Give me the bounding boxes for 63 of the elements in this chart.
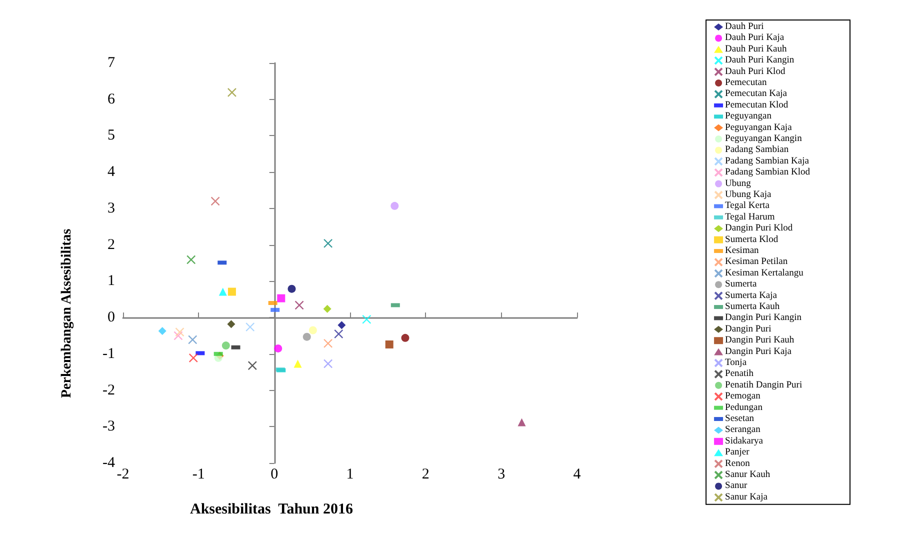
legend-label: Penatih bbox=[725, 369, 754, 380]
legend-label: Dauh Puri Kangin bbox=[725, 56, 794, 66]
legend-label: Kesiman bbox=[725, 246, 760, 256]
legend-label: Dangin Puri Kangin bbox=[725, 313, 802, 324]
y-tick-label: -3 bbox=[102, 418, 115, 435]
y-tick-label: 3 bbox=[108, 200, 115, 216]
legend-label: Sesetan bbox=[725, 414, 754, 424]
legend-label: Pedungan bbox=[725, 402, 763, 413]
legend-label: Sumerta Kaja bbox=[725, 290, 778, 301]
legend-label: Dangin Puri bbox=[725, 324, 772, 334]
legend-label: Sanur Kaja bbox=[725, 492, 768, 502]
x-tick-label: 4 bbox=[573, 466, 582, 482]
x-axis-title: Aksesibilitas Tahun 2016 bbox=[190, 502, 354, 518]
legend-label: Dangin Puri Kauh bbox=[725, 336, 794, 346]
legend-label: Dauh Puri Kauh bbox=[725, 44, 788, 54]
legend-label: Sidakarya bbox=[725, 436, 764, 446]
legend-label: Kesiman Petilan bbox=[725, 257, 788, 268]
y-tick-label: 2 bbox=[108, 236, 115, 253]
legend-label: Pemecutan bbox=[725, 78, 767, 88]
y-axis-title: Perkembangan Aksesibilitas bbox=[60, 228, 74, 398]
x-tick-label: 0 bbox=[270, 466, 278, 482]
legend-label: Kesiman Kertalangu bbox=[725, 268, 804, 278]
legend-label: Pemogan bbox=[725, 392, 761, 402]
legend-label: Sumerta bbox=[725, 280, 758, 290]
legend-label: Dauh Puri Klod bbox=[725, 66, 786, 77]
legend-label: Ubung Kaja bbox=[725, 190, 772, 200]
y-tick-label: 4 bbox=[108, 164, 116, 180]
legend-label: Pemecutan Klod bbox=[725, 100, 788, 110]
legend-label: Penatih Dangin Puri bbox=[725, 380, 802, 390]
legend-label: Padang Sambian Klod bbox=[725, 168, 810, 178]
legend-label: Peguyangan Kangin bbox=[725, 134, 802, 144]
legend-label: Renon bbox=[725, 458, 750, 469]
legend-label: Panjer bbox=[725, 448, 750, 458]
y-tick-label: 6 bbox=[108, 91, 116, 108]
legend-label: Sanur bbox=[725, 481, 748, 492]
y-tick-label: 1 bbox=[108, 273, 115, 290]
x-tick-label: 3 bbox=[498, 466, 506, 482]
legend-label: Dangin Puri Klod bbox=[725, 224, 793, 234]
y-tick-label: -2 bbox=[102, 382, 115, 398]
legend-label: Dauh Puri Kaja bbox=[725, 33, 785, 44]
legend-label: Tegal Kerta bbox=[725, 201, 770, 212]
legend-label: Serangan bbox=[725, 425, 761, 436]
legend-label: Tegal Harum bbox=[725, 212, 776, 222]
x-tick-label: 2 bbox=[422, 466, 430, 482]
legend-label: Dangin Puri Kaja bbox=[725, 346, 792, 357]
legend-label: Ubung bbox=[725, 178, 752, 189]
legend-label: Sanur Kauh bbox=[725, 470, 770, 480]
x-tick-label: -1 bbox=[192, 466, 205, 482]
legend-label: Peguyangan Kaja bbox=[725, 122, 793, 133]
y-tick-label: 7 bbox=[108, 55, 116, 71]
legend-label: Peguyangan bbox=[725, 112, 772, 122]
legend-label: Padang Sambian bbox=[725, 145, 789, 156]
legend-label: Padang Sambian Kaja bbox=[725, 156, 810, 166]
legend-label: Sumerta Klod bbox=[725, 234, 778, 245]
legend-label: Dauh Puri bbox=[725, 22, 764, 32]
y-tick-label: 0 bbox=[108, 310, 115, 326]
legend-label: Pemecutan Kaja bbox=[725, 89, 788, 100]
y-tick-label: -4 bbox=[102, 455, 116, 471]
y-tick-label: 5 bbox=[108, 128, 115, 144]
legend-label: Sumerta Kauh bbox=[725, 302, 780, 312]
x-tick-label: 1 bbox=[346, 466, 354, 482]
y-tick-label: -1 bbox=[102, 346, 115, 362]
legend-label: Tonja bbox=[725, 358, 748, 368]
